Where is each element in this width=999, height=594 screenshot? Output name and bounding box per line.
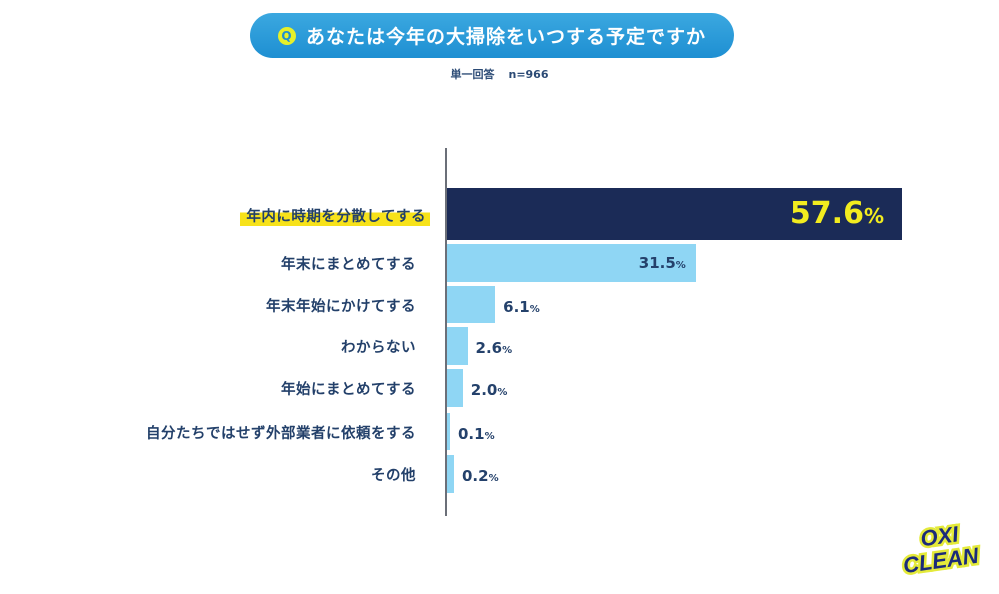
bar-row: 年末年始にかけてする 6.1% xyxy=(0,286,999,323)
category-label: その他 xyxy=(371,468,416,484)
bar-row: 年末にまとめてする 31.5% xyxy=(0,244,999,282)
svg-text:CLEAN: CLEAN xyxy=(901,543,981,578)
bar-row: わからない 2.6% xyxy=(0,327,999,365)
category-label: 年始にまとめてする xyxy=(281,382,416,398)
value-label: 2.0% xyxy=(470,381,508,399)
bar xyxy=(447,413,450,450)
value-label: 57.6% xyxy=(789,196,884,231)
category-label: 年末にまとめてする xyxy=(281,257,416,273)
bar xyxy=(447,455,454,493)
q-icon: Q xyxy=(277,26,296,45)
y-axis-line xyxy=(445,148,447,516)
oxiclean-logo: OXI CLEAN xyxy=(899,519,981,578)
category-label: 年内に時期を分散してする xyxy=(240,205,430,226)
bar-row: 自分たちではせず外部業者に依頼をする 0.1% xyxy=(0,413,999,450)
value-label: 0.2% xyxy=(462,467,499,485)
value-label: 31.5% xyxy=(638,254,686,272)
question-text: あなたは今年の大掃除をいつする予定ですか xyxy=(305,26,706,48)
category-label: わからない xyxy=(341,340,416,356)
answer-type: 単一回答 xyxy=(450,68,495,81)
bar xyxy=(447,369,463,407)
value-label: 6.1% xyxy=(503,298,540,316)
bar-row: その他 0.2% xyxy=(0,455,999,493)
bar-row: 年内に時期を分散してする 57.6% xyxy=(0,188,999,240)
bar-row: 年始にまとめてする 2.0% xyxy=(0,369,999,407)
category-label: 年末年始にかけてする xyxy=(266,298,416,315)
bar xyxy=(447,188,902,240)
question-banner: Q あなたは今年の大掃除をいつする予定ですか xyxy=(250,13,734,58)
category-label: 自分たちではせず外部業者に依頼をする xyxy=(146,425,416,442)
bar xyxy=(447,244,696,282)
survey-meta: 単一回答 n=966 xyxy=(0,66,999,82)
value-label: 2.6% xyxy=(475,339,513,357)
bar xyxy=(447,327,468,365)
bar xyxy=(447,286,496,323)
value-label: 0.1% xyxy=(458,425,495,443)
sample-size: n=966 xyxy=(508,68,549,81)
